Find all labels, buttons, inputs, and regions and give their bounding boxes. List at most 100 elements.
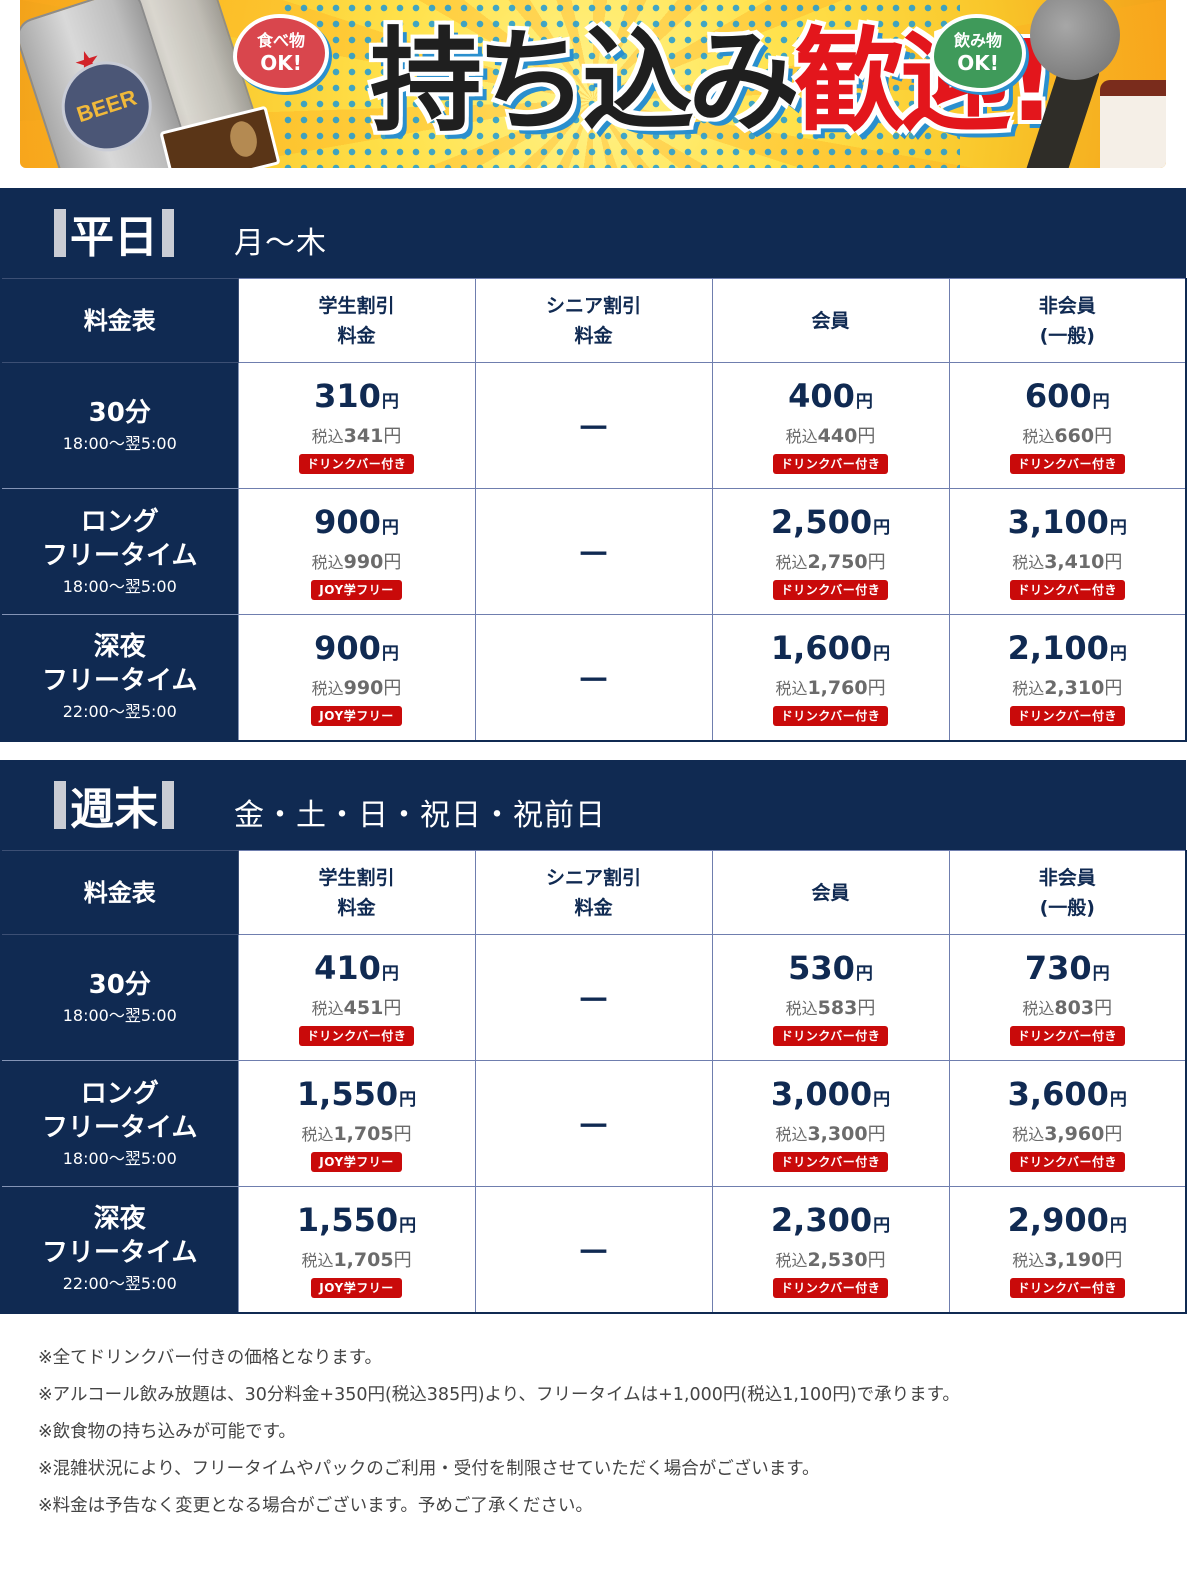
price-with-tax: 税込1,705円 (239, 1245, 475, 1276)
price-amount: 410円 (239, 949, 475, 993)
price-amount: 900円 (239, 503, 475, 547)
price-amount: 2,300円 (713, 1201, 949, 1245)
plan-badge: JOY学フリー (311, 580, 402, 600)
price-cell-senior: － (474, 934, 713, 1061)
yen-unit: 円 (1092, 964, 1110, 984)
section-days: 月～木 (234, 226, 327, 261)
column-header-nonmember: 非会員 (一般) (948, 850, 1187, 935)
plan-badge: ドリンクバー付き (1009, 1277, 1125, 1298)
price-cell-member: 2,300円 税込2,530円 ドリンクバー付き (711, 1186, 950, 1313)
table-row: 深夜 フリータイム 22:00～翌5:00 900円 税込990円 JOY学フリー－ 1,6… (0, 614, 1187, 741)
yen-unit: 円 (857, 998, 876, 1019)
yen-unit: 円 (383, 552, 402, 573)
not-available-dash: － (576, 1232, 611, 1273)
plan-name-line1: ロング (80, 506, 159, 537)
price-with-tax: 税込803円 (950, 993, 1186, 1024)
bracket-right-icon (162, 781, 174, 829)
price-amount: 400円 (713, 377, 949, 421)
plan-name-line1: 30分 (88, 969, 151, 1000)
notes-list: ※全てドリンクバー付きの価格となります。 ※アルコール飲み放題は、30分料金+3… (38, 1340, 1178, 1525)
tax-value: 1,760 (807, 676, 868, 699)
price-with-tax: 税込3,300円 (713, 1119, 949, 1150)
yen-unit: 円 (1109, 518, 1127, 538)
yen-unit: 円 (1104, 552, 1123, 573)
yen-unit: 円 (867, 1124, 886, 1145)
drink-bubble-line2: OK! (957, 50, 999, 75)
header-line2: 料金 (337, 896, 376, 919)
section-header: 平日 月～木 (0, 188, 1186, 278)
tax-value: 1,705 (333, 1248, 394, 1271)
header-line1: 学生割引 (318, 866, 395, 889)
microphone-icon (1030, 0, 1120, 80)
price-cell-senior: － (474, 488, 713, 615)
not-available-dash: － (576, 660, 611, 701)
price-with-tax: 税込2,530円 (713, 1245, 949, 1276)
price-cell-nonmember: 2,100円 税込2,310円 ドリンクバー付き (948, 614, 1187, 741)
plan-badge: ドリンクバー付き (772, 454, 889, 474)
price-value: 3,600 (1007, 1075, 1109, 1113)
yen-unit: 円 (381, 643, 399, 664)
column-header-corner: 料金表 (0, 850, 239, 935)
tax-value: 1,705 (333, 1123, 394, 1145)
price-cell-student: 900円 税込990円 JOY学フリー (237, 488, 476, 615)
tax-prefix: 税込 (785, 427, 818, 446)
yen-unit: 円 (867, 677, 886, 699)
yen-unit: 円 (857, 426, 876, 447)
header-line1: 会員 (811, 309, 850, 332)
tax-value: 803 (1054, 997, 1095, 1019)
plan-name-line1: 深夜 (93, 1204, 146, 1235)
price-amount: 1,550円 (239, 1201, 475, 1245)
coffee-cup-icon (1100, 80, 1166, 168)
yen-unit: 円 (873, 1090, 891, 1110)
header-line1: 会員 (811, 881, 850, 904)
price-cell-nonmember: 600円 税込660円 ドリンクバー付き (948, 362, 1187, 489)
column-header-senior: シニア割引 料金 (474, 850, 713, 935)
bracket-left-icon (54, 781, 66, 829)
yen-unit: 円 (383, 998, 402, 1019)
plan-name-line1: ロング (80, 1078, 159, 1109)
bracket-right-icon (162, 209, 174, 257)
price-value: 1,550 (296, 1200, 399, 1239)
price-amount: 1,550円 (239, 1075, 475, 1119)
corner-label: 料金表 (83, 878, 156, 907)
header-line1: 非会員 (1038, 294, 1096, 317)
bring-your-own-banner: ★ BEER 食べ物 OK! 持ち込み 歓迎! 飲み物 OK! (20, 0, 1166, 168)
price-amount: 1,600円 (713, 629, 949, 673)
not-available-dash: － (576, 409, 611, 449)
drink-bubble-line1: 飲み物 (953, 31, 1002, 51)
row-label: 深夜 フリータイム 22:00～翌5:00 (0, 1186, 239, 1313)
header-line2: (一般) (1039, 324, 1095, 347)
corner-label: 料金表 (83, 306, 156, 335)
price-with-tax: 税込440円 (713, 421, 949, 452)
table-header-row: 料金表 学生割引 料金 シニア割引 料金 会員 非会員 (一般) (0, 278, 1187, 363)
plan-badge: ドリンクバー付き (1009, 454, 1125, 474)
plan-name-line2: フリータイム (42, 1238, 198, 1269)
price-value: 530 (788, 949, 855, 987)
headline-black-text: 持ち込み (370, 17, 800, 147)
plan-time: 18:00～翌5:00 (62, 576, 177, 596)
plan-badge: JOY学フリー (311, 705, 402, 726)
yen-unit: 円 (1109, 1090, 1127, 1110)
plan-badge: ドリンクバー付き (772, 1152, 889, 1172)
price-with-tax: 税込3,960円 (950, 1119, 1186, 1150)
plan-name-line2: フリータイム (42, 1112, 198, 1143)
column-header-nonmember: 非会員 (一般) (948, 278, 1187, 363)
price-with-tax: 税込1,705円 (239, 1119, 475, 1150)
tax-value: 3,960 (1044, 1123, 1105, 1145)
table-row: ロング フリータイム 18:00～翌5:00 1,550円 税込1,705円 JOY学フリ… (0, 1060, 1187, 1187)
price-amount: 530円 (713, 949, 949, 993)
tax-prefix: 税込 (775, 553, 808, 572)
not-available-dash: － (576, 981, 611, 1021)
price-value: 2,500 (770, 503, 873, 541)
price-table: 料金表 学生割引 料金 シニア割引 料金 会員 非会員 (一般) 30分 18:00～翌… (0, 850, 1187, 1314)
yen-unit: 円 (381, 392, 399, 412)
yen-unit: 円 (399, 1215, 417, 1236)
tax-value: 341 (343, 425, 384, 447)
yen-unit: 円 (867, 552, 886, 573)
food-bubble-line1: 食べ物 (256, 31, 305, 51)
food-ok-bubble: 食べ物 OK! (233, 14, 329, 92)
table-header-row: 料金表 学生割引料金 シニア割引 料金 会員 非会員 (一般) (0, 850, 1187, 935)
price-with-tax: 税込660円 (950, 421, 1186, 452)
price-amount: 3,600円 (950, 1075, 1186, 1119)
beer-label: BEER (50, 49, 164, 164)
